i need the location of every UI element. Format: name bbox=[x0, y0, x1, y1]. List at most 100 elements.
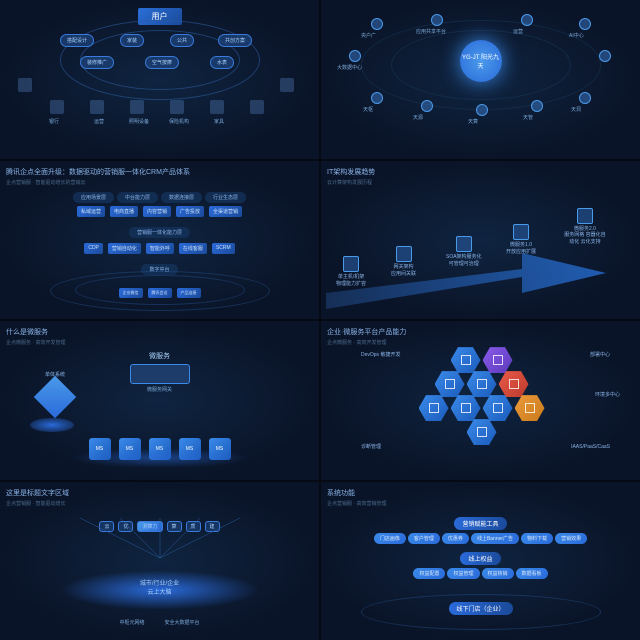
device-icon bbox=[170, 100, 184, 114]
icon-label: 运营 bbox=[85, 118, 113, 125]
stage-icon bbox=[396, 246, 412, 262]
node-icon bbox=[349, 50, 361, 62]
hex bbox=[483, 347, 513, 373]
pill: 门店画像 bbox=[374, 533, 406, 544]
gateway: 微服务 微服务网关 bbox=[130, 351, 190, 393]
box: 企业微信 bbox=[119, 288, 143, 298]
slide-architecture: 腾讯企点全面升级：数据驱动的营销服一体化CRM产品体系 企点营销服 · 智能驱动… bbox=[0, 161, 319, 320]
pill: 装修推广 bbox=[80, 56, 114, 69]
node-icon bbox=[579, 92, 591, 104]
icon-label: 保险机构 bbox=[165, 118, 193, 125]
stage-sub: 可管理可治理 bbox=[446, 261, 482, 268]
box: 产品连接 bbox=[177, 288, 201, 298]
pill: 营销效果 bbox=[555, 533, 587, 544]
hex bbox=[451, 347, 481, 373]
slide-subtitle: 云计算架构发展历程 bbox=[327, 179, 634, 186]
box: CDP bbox=[84, 243, 103, 254]
stage-sub: 开放应用扩展 bbox=[506, 249, 536, 256]
pill: 优惠券 bbox=[442, 533, 469, 544]
hex-label: DevOps 敏捷开发 bbox=[361, 351, 400, 358]
slide-evolution: IT架构发展趋势 云计算架构发展历程 单主机/机架 物理能力扩容 网关架构 应用… bbox=[321, 161, 640, 320]
slide-subtitle: 企点营销服 · 智能驱动增长的营销云 bbox=[6, 179, 313, 186]
hex-icon bbox=[461, 355, 471, 365]
hex bbox=[499, 371, 529, 397]
hex bbox=[467, 419, 497, 445]
icon-label: 照明设备 bbox=[125, 118, 153, 125]
hex-icon bbox=[493, 355, 503, 365]
pill: 物料下载 bbox=[521, 533, 553, 544]
node-icon bbox=[521, 14, 533, 26]
hex-label: 部署中心 bbox=[590, 351, 610, 358]
slide-title: 企业·微服务平台产品能力 bbox=[327, 327, 634, 337]
stage-sub: 物理能力扩容 bbox=[336, 281, 366, 288]
connector-lines bbox=[60, 518, 260, 558]
tab: 行业生态层 bbox=[205, 192, 246, 203]
stage-icon bbox=[456, 236, 472, 252]
hex bbox=[515, 395, 545, 421]
device-icon bbox=[18, 78, 32, 92]
box: 营销自动化 bbox=[108, 243, 141, 254]
box: 电商直播 bbox=[110, 206, 138, 217]
tab: 应用场景层 bbox=[73, 192, 114, 203]
pill: 权益管理 bbox=[447, 568, 479, 579]
pill: 搭配设计 bbox=[60, 34, 94, 47]
hex bbox=[435, 371, 465, 397]
section: 营销赋能工具 门店画像 客户管理 优惠券 线上Banner广告 物料下载 营销效… bbox=[327, 513, 634, 544]
section-header: 线下门店（企业） bbox=[448, 602, 512, 615]
stage-sub: 服务网格 容器化自动化 云化支持 bbox=[564, 232, 606, 245]
box: 广告投放 bbox=[176, 206, 204, 217]
box: 内容营销 bbox=[143, 206, 171, 217]
stage-icon bbox=[513, 224, 529, 240]
node-label: 天枢 bbox=[363, 106, 373, 113]
hex-label: 诊断管理 bbox=[361, 443, 381, 450]
node-icon bbox=[371, 18, 383, 30]
bottom-label: 安全大数据平台 bbox=[165, 619, 200, 626]
arrow-container: 单主机/机架 物理能力扩容 网关架构 应用间关联 SOA架构服务化 可管理可治理… bbox=[326, 209, 606, 309]
box: SCRM bbox=[212, 243, 235, 254]
hex-grid bbox=[411, 347, 551, 447]
pill: 线上Banner广告 bbox=[471, 533, 519, 544]
hex bbox=[451, 395, 481, 421]
box: 腾讯会议 bbox=[148, 288, 172, 298]
stage: 微服务2.0 服务网格 容器化自动化 云化支持 bbox=[564, 208, 606, 246]
stage-title: 网关架构 bbox=[391, 264, 416, 271]
node-icon bbox=[476, 104, 488, 116]
node-icon bbox=[431, 14, 443, 26]
device-icon bbox=[90, 100, 104, 114]
stage: 单主机/机架 物理能力扩容 bbox=[336, 256, 366, 287]
device-icon bbox=[50, 100, 64, 114]
stage-title: 单主机/机架 bbox=[336, 274, 366, 281]
platform-glow bbox=[70, 448, 250, 468]
platform-text: 城市/行业/企业 云上大脑 bbox=[140, 578, 179, 596]
cube-icon bbox=[34, 376, 76, 418]
tab: 数据连接层 bbox=[161, 192, 202, 203]
device-icon bbox=[210, 100, 224, 114]
box: 全渠道营销 bbox=[209, 206, 242, 217]
node-label: 大数据中心 bbox=[337, 64, 362, 71]
pill: 权益核销 bbox=[482, 568, 514, 579]
hex bbox=[419, 395, 449, 421]
node-label: 运营 bbox=[513, 28, 523, 35]
pill: 共创方案 bbox=[218, 34, 252, 47]
box: 在线客服 bbox=[179, 243, 207, 254]
gateway-box bbox=[130, 364, 190, 384]
pill-row: 门店画像 客户管理 优惠券 线上Banner广告 物料下载 营销效果 bbox=[327, 533, 634, 544]
slide-capabilities: 系统功能 企点营销服 · 高效营销管理 营销赋能工具 门店画像 客户管理 优惠券… bbox=[321, 482, 640, 640]
slide-subtitle: 企点营销服 · 智能驱动增长 bbox=[6, 500, 313, 507]
slide-subtitle: 企点微服务 · 高效开发管理 bbox=[6, 339, 313, 346]
hex-label: 环境多中心 bbox=[595, 391, 620, 398]
stage-title: 微服务1.0 bbox=[506, 242, 536, 249]
pill-row: 权益配置 权益管理 权益核销 数据看板 bbox=[327, 568, 634, 579]
pill: 客户管理 bbox=[408, 533, 440, 544]
hex bbox=[483, 395, 513, 421]
node-label: 央户广 bbox=[361, 32, 376, 39]
pill: 空气按摩 bbox=[145, 56, 179, 69]
stage-sub: 应用间关联 bbox=[391, 271, 416, 278]
icon-label: 家具 bbox=[205, 118, 233, 125]
node-label: 天洞 bbox=[571, 106, 581, 113]
slide-title: 这里是标题文字区域 bbox=[6, 488, 313, 498]
node-label: 天管 bbox=[523, 114, 533, 121]
hex-icon bbox=[525, 403, 535, 413]
node-icon bbox=[599, 50, 611, 62]
node-icon bbox=[531, 100, 543, 112]
